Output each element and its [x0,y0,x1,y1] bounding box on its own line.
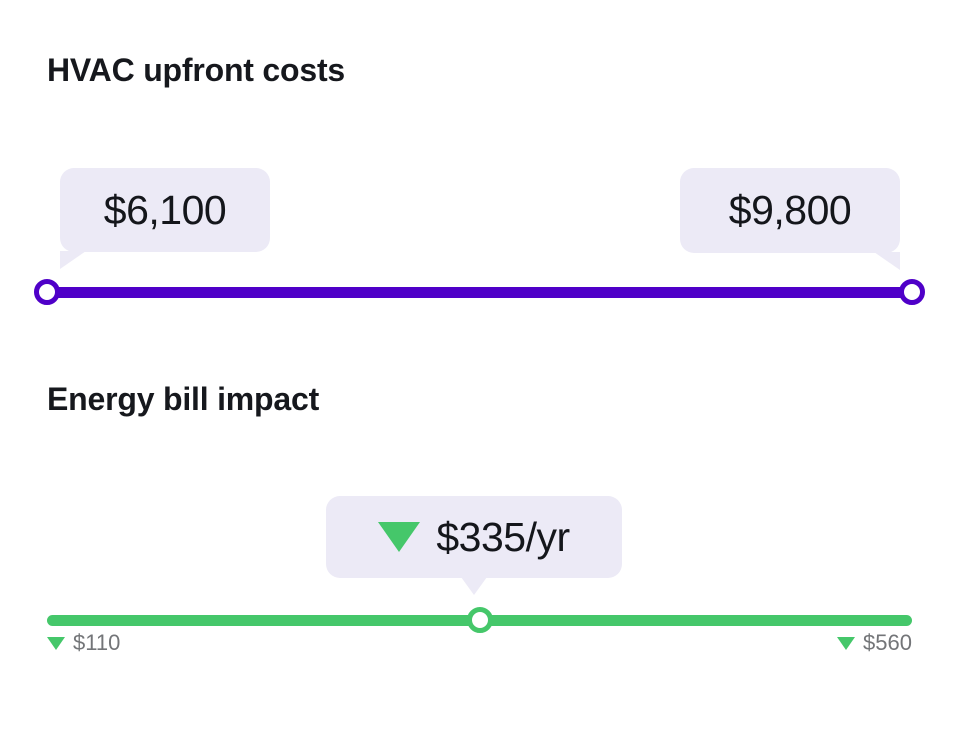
hvac-max-value-bubble: $9,800 [680,168,900,270]
energy-slider-handle[interactable] [466,607,493,633]
bubble-tail-right [874,252,900,270]
bubble-tail-center [461,577,487,595]
energy-range-high-text: $560 [863,630,912,655]
hvac-min-value-text: $6,100 [103,186,227,233]
hvac-min-value-bubble: $6,100 [60,168,270,269]
energy-value-bubble: $335/yr [326,496,622,595]
energy-section-title: Energy bill impact [47,381,320,417]
energy-value-text: $335/yr [436,513,570,560]
bubble-tail-left [60,251,86,269]
energy-slider[interactable] [47,603,912,637]
triangle-down-icon [47,636,65,650]
energy-range-low-text: $110 [73,630,121,655]
energy-range-high-label: $560 [837,630,912,656]
hvac-slider-track[interactable] [47,286,912,298]
hvac-section-title: HVAC upfront costs [47,52,346,88]
hvac-range-slider[interactable] [34,275,925,309]
energy-range-labels: $110 $560 [47,630,912,656]
hvac-slider-handle-max[interactable] [899,279,925,305]
hvac-slider-handle-min[interactable] [34,279,60,305]
triangle-down-icon [837,636,856,650]
energy-range-low-label: $110 [47,630,120,656]
hvac-max-value-text: $9,800 [728,187,852,233]
triangle-down-icon [378,522,421,552]
